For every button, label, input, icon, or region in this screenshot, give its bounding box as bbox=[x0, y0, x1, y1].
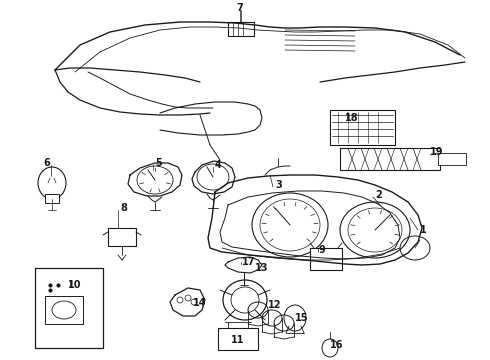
Bar bbox=[108, 228, 136, 246]
Text: 8: 8 bbox=[120, 203, 127, 213]
Bar bbox=[228, 22, 254, 36]
Text: 7: 7 bbox=[237, 3, 244, 13]
Text: 13: 13 bbox=[255, 263, 269, 273]
Text: 17: 17 bbox=[242, 257, 255, 267]
Text: 19: 19 bbox=[430, 147, 443, 157]
Text: 14: 14 bbox=[193, 298, 206, 308]
Bar bbox=[45, 296, 83, 324]
Text: 10: 10 bbox=[68, 280, 82, 290]
Text: 18: 18 bbox=[345, 113, 359, 123]
Bar bbox=[35, 268, 103, 348]
Text: 3: 3 bbox=[275, 180, 282, 190]
Text: 2: 2 bbox=[375, 190, 382, 200]
Text: 6: 6 bbox=[43, 158, 50, 168]
Text: 16: 16 bbox=[330, 340, 343, 350]
Text: 9: 9 bbox=[318, 245, 325, 255]
Bar bbox=[340, 148, 440, 170]
Text: 1: 1 bbox=[420, 225, 427, 235]
Text: 15: 15 bbox=[295, 313, 309, 323]
Text: 5: 5 bbox=[155, 158, 162, 168]
Bar bbox=[330, 110, 395, 145]
Text: 4: 4 bbox=[215, 160, 222, 170]
Bar bbox=[218, 328, 258, 350]
Text: 12: 12 bbox=[268, 300, 281, 310]
Bar bbox=[438, 153, 466, 165]
Bar bbox=[310, 248, 342, 270]
Bar bbox=[45, 194, 59, 203]
Text: 11: 11 bbox=[231, 335, 245, 345]
